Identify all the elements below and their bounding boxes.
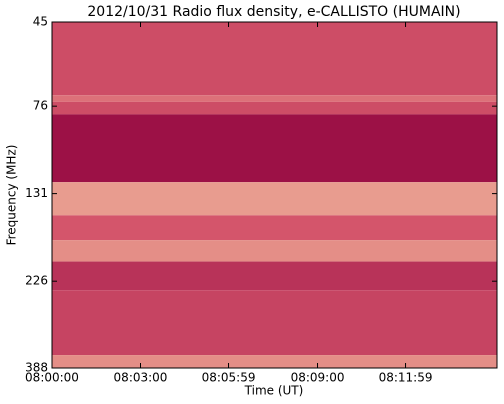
x-tick-label: 08:03:00 <box>114 371 168 385</box>
heatmap-cell <box>52 215 497 241</box>
x-tick-label: 08:05:59 <box>202 371 256 385</box>
heatmap-cell <box>52 261 497 291</box>
y-tick-label: 45 <box>33 15 48 29</box>
heatmap-cell <box>52 290 497 356</box>
y-axis-label: Frequency (MHz) <box>5 145 19 246</box>
heatmap-cell <box>52 22 497 96</box>
heatmap-cell <box>52 182 497 216</box>
y-tick-label: 76 <box>33 99 48 113</box>
heatmap-cell <box>52 114 497 183</box>
heatmap-cell <box>52 101 497 115</box>
heatmap-cell <box>52 355 497 368</box>
plot-frame <box>51 21 498 369</box>
x-tick-label: 08:00:00 <box>25 371 79 385</box>
x-axis-label: Time (UT) <box>244 384 304 398</box>
heatmap-cell <box>52 240 497 262</box>
x-tick-label: 08:09:00 <box>291 371 345 385</box>
chart-title: 2012/10/31 Radio flux density, e-CALLIST… <box>87 4 460 20</box>
y-tick-label: 131 <box>25 186 48 200</box>
heatmap-cell <box>52 95 497 102</box>
y-tick-label: 388 <box>25 361 48 375</box>
y-tick-label: 226 <box>25 274 48 288</box>
x-tick-label: 08:11:59 <box>379 371 433 385</box>
